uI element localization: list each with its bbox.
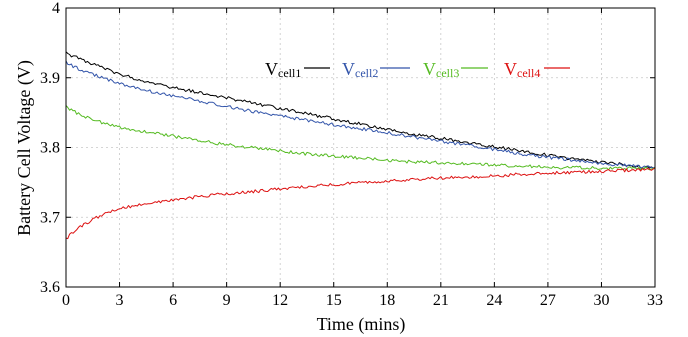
y-axis-title: Battery Cell Voltage (V)	[14, 60, 35, 236]
x-tick-label: 21	[433, 292, 449, 309]
x-tick-label: 24	[486, 292, 502, 309]
legend-label-main: V	[265, 59, 278, 79]
legend-label-subscript: cell2	[355, 66, 378, 80]
axis-ticks	[65, 7, 656, 288]
series-lines	[65, 51, 656, 240]
y-tick-label: 3.9	[40, 70, 60, 87]
y-tick-label: 3.7	[40, 209, 60, 226]
legend-label-main: V	[423, 59, 436, 79]
x-tick-label: 15	[326, 292, 342, 309]
tick-labels: 0 3 6 9 12 15 18 21 24 27 30 33 3.6 3.7 3.8 3.9 4	[40, 0, 663, 309]
x-tick-label: 0	[62, 292, 70, 309]
legend-label-cell1: Vcell1	[265, 59, 301, 80]
legend-label-main: V	[342, 59, 355, 79]
series-line-cell4	[65, 167, 656, 240]
grid-lines	[66, 8, 655, 287]
series-line-cell3	[65, 105, 656, 171]
legend-label-cell4: Vcell4	[504, 59, 540, 80]
x-tick-label: 3	[116, 292, 124, 309]
x-tick-label: 12	[272, 292, 288, 309]
y-tick-label: 4	[52, 0, 60, 17]
legend-label-main: V	[504, 59, 517, 79]
x-tick-label: 27	[540, 292, 556, 309]
legend-label-subscript: cell4	[517, 66, 540, 80]
x-tick-label: 6	[169, 292, 177, 309]
legend-label-cell2: Vcell2	[342, 59, 378, 80]
y-tick-label: 3.6	[40, 279, 60, 296]
legend: Vcell1 Vcell2 Vcell3 Vcell4	[265, 59, 570, 80]
x-tick-label: 30	[593, 292, 609, 309]
x-tick-label: 18	[379, 292, 395, 309]
legend-label-subscript: cell3	[436, 66, 459, 80]
x-tick-label: 33	[647, 292, 663, 309]
legend-label-cell3: Vcell3	[423, 59, 459, 80]
series-line-cell2	[65, 60, 656, 169]
y-tick-label: 3.8	[40, 140, 60, 157]
x-tick-label: 9	[223, 292, 231, 309]
legend-label-subscript: cell1	[278, 66, 301, 80]
x-axis-title: Time (mins)	[317, 314, 406, 335]
